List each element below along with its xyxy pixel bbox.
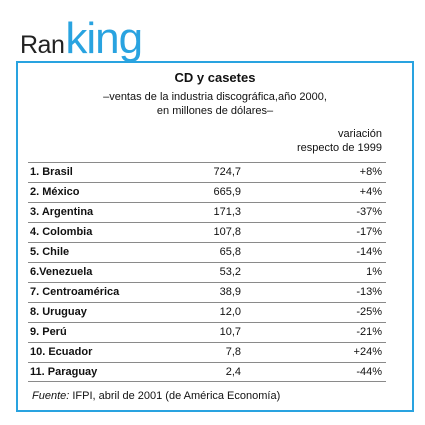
sales-value: 53,2	[219, 266, 241, 278]
sales-value: 724,7	[213, 166, 241, 178]
ranking-table: 1. Brasil 724,7 +8% 2. México 665,9 +4% …	[28, 162, 386, 382]
sales-value: 7,8	[225, 346, 241, 358]
table-row: 3. Argentina 171,3 -37%	[28, 202, 386, 222]
country-name: 2. México	[30, 186, 80, 198]
country-name: 11. Paraguay	[30, 366, 98, 378]
table-row: 9. Perú 10,7 -21%	[28, 322, 386, 342]
change-value: -21%	[356, 326, 382, 338]
country-name: 3. Argentina	[30, 206, 94, 218]
table-title: CD y casetes	[174, 70, 256, 85]
sales-value: 107,8	[213, 226, 241, 238]
sales-value: 12,0	[219, 306, 241, 318]
country-name: 6.Venezuela	[30, 266, 93, 278]
table-row: 11. Paraguay 2,4 -44%	[28, 362, 386, 382]
subtitle-line-1: –ventas de la industria discográfica,año…	[103, 91, 327, 103]
table-row: 5. Chile 65,8 -14%	[28, 242, 386, 262]
change-value: -13%	[356, 286, 382, 298]
source-note: Fuente: IFPI, abril de 2001 (de América …	[32, 390, 280, 402]
change-header-line-2: respecto de 1999	[296, 142, 382, 154]
change-header-line-1: variación	[337, 128, 382, 140]
sales-value: 665,9	[213, 186, 241, 198]
logo-text-ran: Ran	[20, 31, 65, 59]
change-value: -14%	[356, 246, 382, 258]
table-row: 2. México 665,9 +4%	[28, 182, 386, 202]
country-name: 1. Brasil	[30, 166, 73, 178]
change-value: +24%	[353, 346, 382, 358]
sales-value: 2,4	[225, 366, 241, 378]
table-subtitle: –ventas de la industria discográfica,año…	[18, 90, 412, 118]
country-name: 7. Centroamérica	[30, 286, 120, 298]
logo-text-king: king	[65, 14, 143, 63]
change-value: 1%	[366, 266, 382, 278]
sales-value: 65,8	[219, 246, 241, 258]
subtitle-line-2: en millones de dólares–	[156, 105, 274, 117]
change-value: -25%	[356, 306, 382, 318]
sales-value: 38,9	[219, 286, 241, 298]
country-name: 10. Ecuador	[30, 346, 93, 358]
change-value: +8%	[359, 166, 382, 178]
country-name: 9. Perú	[30, 326, 67, 338]
table-row: 6.Venezuela 53,2 1%	[28, 262, 386, 282]
ranking-logo: Ranking	[20, 14, 143, 63]
change-value: -44%	[356, 366, 382, 378]
table-row: 7. Centroamérica 38,9 -13%	[28, 282, 386, 302]
country-name: 8. Uruguay	[30, 306, 87, 318]
change-value: +4%	[359, 186, 382, 198]
source-text: IFPI, abril de 2001 (de América Economía…	[69, 390, 281, 402]
table-row: 10. Ecuador 7,8 +24%	[28, 342, 386, 362]
table-row: 8. Uruguay 12,0 -25%	[28, 302, 386, 322]
sales-value: 10,7	[219, 326, 241, 338]
sales-value: 171,3	[213, 206, 241, 218]
ranking-panel: CD y casetes –ventas de la industria dis…	[16, 61, 414, 412]
country-name: 4. Colombia	[30, 226, 93, 238]
change-value: -17%	[356, 226, 382, 238]
table-row: 1. Brasil 724,7 +8%	[28, 162, 386, 182]
table-row: 4. Colombia 107,8 -17%	[28, 222, 386, 242]
change-column-header: variación respecto de 1999	[297, 127, 382, 155]
source-label: Fuente:	[32, 390, 70, 402]
country-name: 5. Chile	[30, 246, 70, 258]
change-value: -37%	[356, 206, 382, 218]
